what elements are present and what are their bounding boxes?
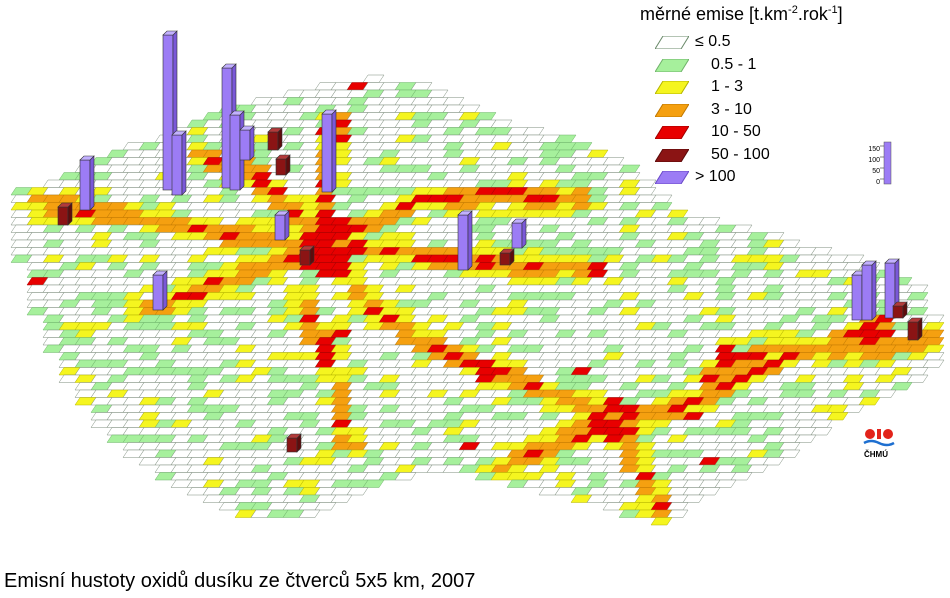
emission-bar	[321, 109, 337, 193]
grid-cell	[778, 449, 801, 458]
emission-grid	[10, 74, 945, 526]
map-caption: Emisní hustoty oxidů dusíku ze čtverců 5…	[4, 570, 476, 592]
grid-cell	[394, 472, 417, 481]
bar-scale-ticks: 150 100 50 0	[858, 138, 880, 188]
grid-cell	[362, 74, 385, 83]
legend-label: 1 - 3	[711, 78, 744, 95]
grid-cell	[842, 404, 865, 413]
legend-label: > 100	[695, 168, 736, 185]
bar-height-scale	[880, 141, 892, 185]
emission-bar	[299, 245, 315, 266]
scale-tick-label: 50	[872, 168, 880, 175]
scale-tick-label: 150	[868, 146, 880, 153]
emission-bar	[457, 210, 473, 271]
emission-bar	[892, 301, 908, 319]
grid-cell	[762, 457, 785, 466]
grid-cell	[666, 509, 689, 518]
grid-cell	[858, 397, 881, 406]
emission-bar	[275, 154, 291, 176]
grid-cell	[330, 494, 353, 503]
grid-cell	[714, 479, 737, 488]
legend-title: měrné emise [t.km-2.rok-1]	[640, 4, 843, 24]
grid-cell	[826, 412, 849, 421]
legend-swatch	[655, 171, 689, 184]
legend-label: 3 - 10	[711, 100, 752, 118]
grid-cell	[650, 517, 673, 526]
legend-swatch	[655, 103, 689, 117]
grid-cell	[810, 427, 833, 436]
grid-cell	[362, 479, 385, 488]
grid-cell	[346, 487, 369, 496]
scale-tick-label: 100	[868, 157, 880, 164]
grid-cell	[794, 434, 817, 443]
grid-cell	[698, 487, 721, 496]
scale-bar	[883, 141, 892, 185]
emission-bar	[274, 210, 290, 241]
legend-swatch	[655, 36, 689, 49]
emission-bar	[286, 433, 302, 453]
emission-bar	[152, 270, 168, 311]
grid-cell	[298, 509, 321, 518]
emission-bars	[57, 30, 923, 453]
grid-cell	[906, 374, 929, 383]
legend-label: 0.5 - 1	[711, 55, 757, 73]
legend-swatch	[655, 81, 689, 94]
grid-cell	[730, 472, 753, 481]
grid-cell	[874, 389, 897, 398]
emission-bar	[861, 260, 877, 321]
emission-bar	[79, 155, 95, 211]
emission-bar	[57, 202, 73, 226]
emission-bar	[239, 125, 255, 161]
legend-label: 10 - 50	[711, 123, 761, 140]
emission-density-map	[10, 30, 945, 526]
legend-swatch	[655, 148, 689, 162]
legend-swatch	[655, 126, 689, 139]
grid-cell	[890, 382, 913, 391]
grid-cell	[746, 464, 769, 473]
grid-cell	[922, 359, 945, 368]
scale-tick-label: 0	[876, 179, 880, 186]
emission-bar	[171, 130, 187, 196]
legend-swatch	[655, 58, 689, 72]
legend-label: ≤ 0.5	[695, 33, 731, 50]
emission-bar	[267, 127, 283, 151]
emission-bar	[511, 218, 527, 249]
emission-bar	[499, 248, 515, 266]
logo-text: ČHMÚ	[864, 450, 888, 459]
chmu-logo-icon	[863, 429, 895, 447]
legend-label: 50 - 100	[711, 145, 770, 163]
grid-cell	[314, 502, 337, 511]
emission-bar	[907, 317, 923, 341]
grid-cell	[682, 494, 705, 503]
